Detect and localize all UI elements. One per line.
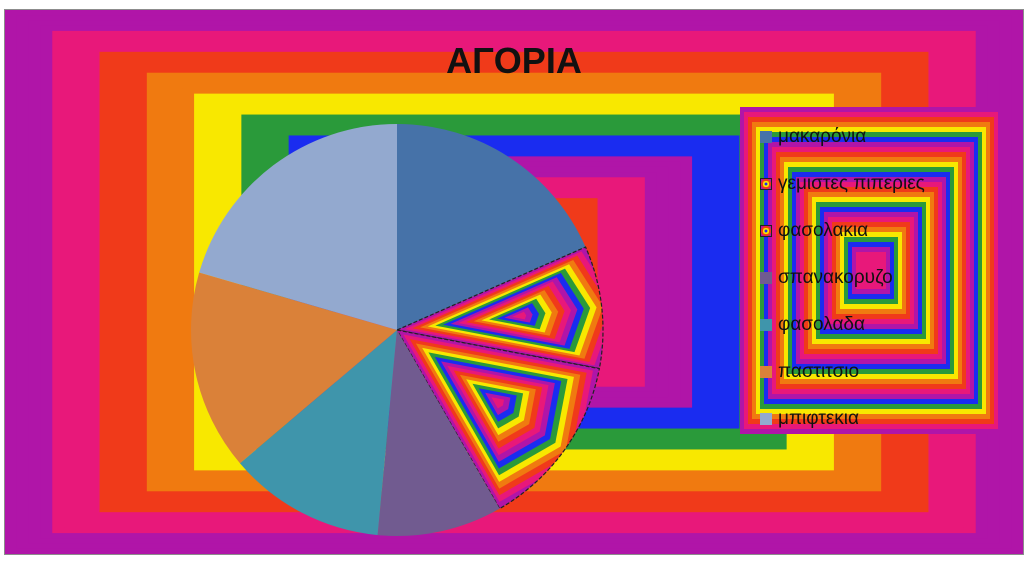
pie-slice-2 [397, 330, 600, 509]
pie-slice-6 [199, 124, 397, 330]
legend-background [740, 107, 1002, 434]
legend-swatch-icon [760, 130, 772, 143]
chart-title: ΑΓΟΡΙΑ [446, 40, 582, 81]
legend-swatch-icon [760, 365, 772, 378]
legend-swatch-icon [760, 271, 772, 284]
legend-swatch-icon [760, 177, 772, 190]
legend-label: σπανακορυζο [778, 266, 893, 288]
legend-item: μπιφτεκια [760, 395, 1002, 442]
pie-slice-0 [397, 124, 586, 330]
legend-label: γεμιστες πιπεριες [778, 172, 925, 194]
legend-swatch-icon [760, 412, 772, 425]
chart-legend: μακαρόνια γεμιστες πιπεριες φασολακια σπ… [740, 107, 1002, 434]
legend-item: σπανακορυζο [760, 254, 1002, 301]
legend-swatch-icon [760, 224, 772, 237]
legend-label: μπιφτεκια [778, 407, 860, 429]
pie-chart [190, 124, 604, 536]
pie-slice-4 [239, 330, 397, 536]
legend-item: μακαρόνια [760, 113, 1002, 160]
pie-slice-3 [377, 330, 500, 536]
pie-slice-outline [395, 329, 601, 510]
legend-item: γεμιστες πιπεριες [760, 160, 1002, 207]
legend-item: φασολακια [760, 207, 1002, 254]
legend-item: φασολαδα [760, 301, 1002, 348]
pie-slice-5 [190, 272, 397, 464]
legend-label: φασολακια [778, 219, 869, 241]
legend-label: φασολαδα [778, 313, 865, 335]
legend-item: παστιτσιο [760, 348, 1002, 395]
legend-swatch-icon [760, 318, 772, 331]
pie-slice-outline [394, 246, 604, 370]
legend-label: παστιτσιο [778, 360, 860, 382]
chart-area: ΑΓΟΡΙΑ μακαρόνια γεμιστες πιπεριες φασολ… [4, 9, 1024, 555]
pie-slice-1 [397, 247, 604, 369]
legend-label: μακαρόνια [778, 125, 867, 147]
